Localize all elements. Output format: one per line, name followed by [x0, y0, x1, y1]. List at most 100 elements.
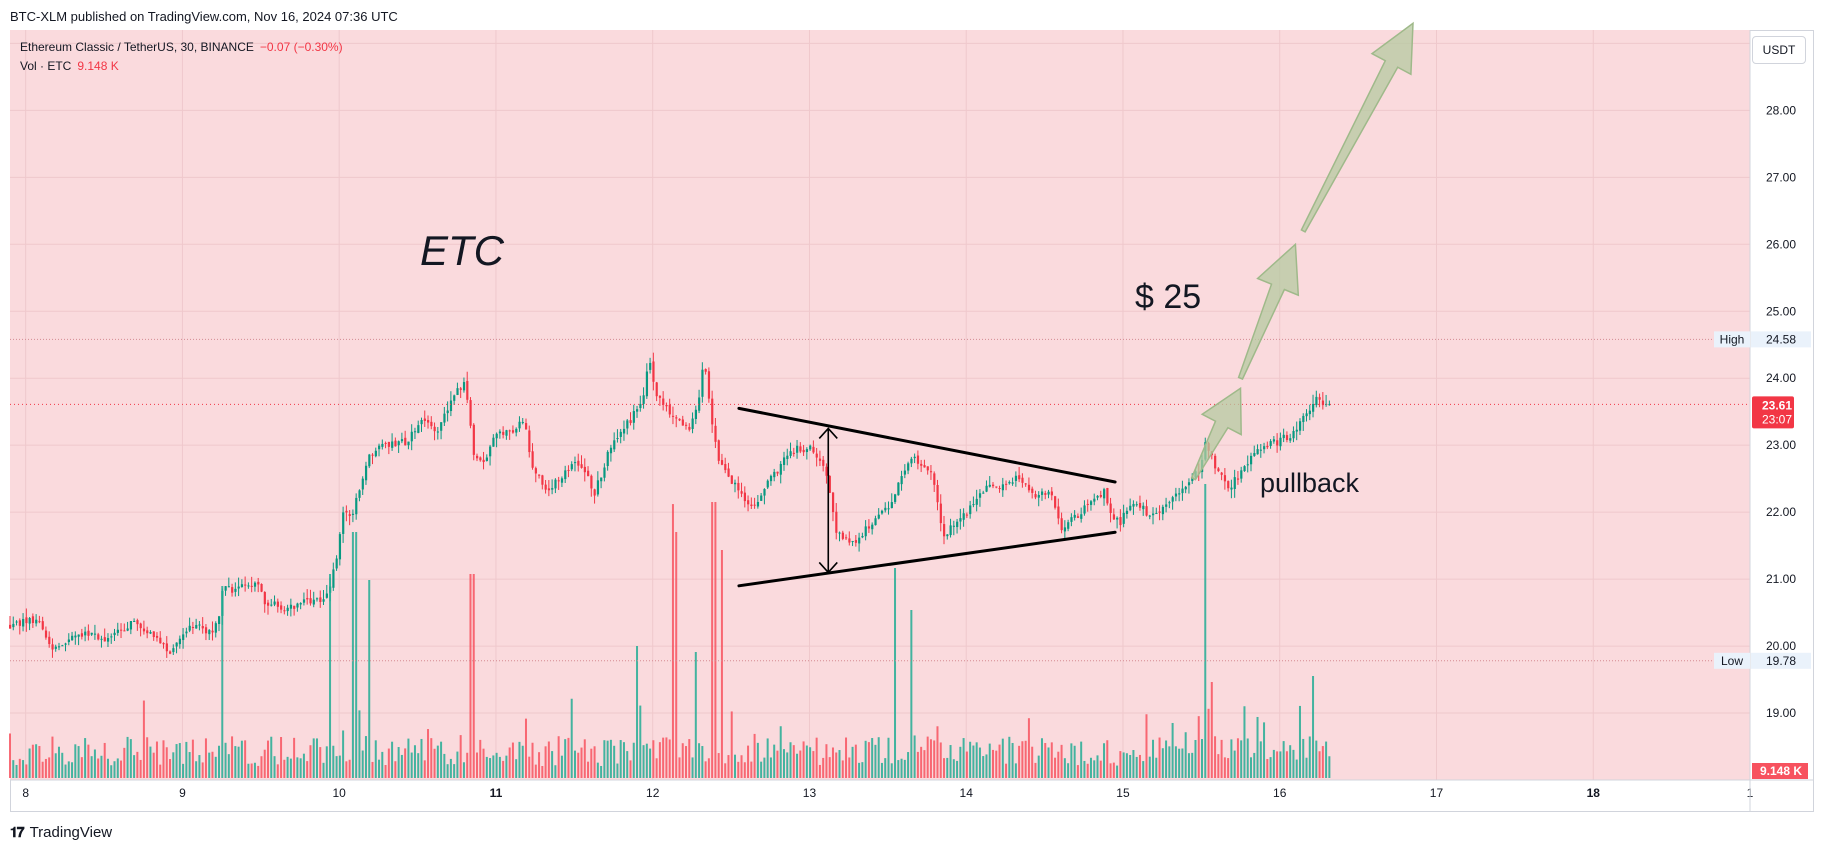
volume-bar [384, 764, 387, 778]
volume-bar [1076, 765, 1079, 778]
volume-bar [671, 504, 674, 778]
candle-body [35, 619, 38, 624]
candle-body [61, 645, 64, 647]
volume-bar [198, 755, 201, 778]
volume-bar [495, 752, 498, 778]
candle-body [1171, 497, 1174, 502]
volume-bar [420, 738, 423, 778]
volume-legend[interactable]: Vol · ETC 9.148 K [20, 59, 119, 73]
candle-body [204, 627, 208, 634]
candle-body [760, 495, 763, 501]
volume-bar [750, 761, 753, 778]
candle-body [570, 464, 573, 470]
candle-body [1024, 483, 1027, 485]
candle-body [956, 521, 959, 528]
volume-bar [1086, 763, 1089, 778]
candle-body [789, 451, 792, 456]
volume-bar [841, 760, 844, 778]
volume-bar [913, 735, 916, 778]
volume-bar [606, 740, 609, 778]
volume-bar [1132, 750, 1135, 778]
candle-body [632, 411, 635, 423]
volume-bar [508, 747, 511, 778]
volume-bar [1138, 754, 1141, 778]
volume-bar [1220, 739, 1223, 778]
candle-body [1246, 464, 1249, 466]
volume-bar [874, 744, 877, 778]
candle-body [828, 475, 831, 493]
volume-bar [133, 755, 136, 778]
volume-bar [577, 752, 580, 778]
symbol-legend[interactable]: Ethereum Classic / TetherUS, 30, BINANCE… [20, 40, 343, 54]
candle-body [57, 646, 61, 648]
volume-bar [165, 747, 168, 778]
volume-bar [191, 739, 194, 778]
price-tick-label: 24.00 [1766, 371, 1796, 385]
candle-body [129, 621, 133, 630]
volume-bar [502, 760, 505, 778]
volume-bar [433, 748, 436, 778]
target-annotation: $ 25 [1135, 278, 1201, 316]
candle-body [31, 616, 35, 623]
volume-bar [1328, 756, 1331, 778]
candle-body [547, 488, 551, 491]
volume-bar [688, 739, 691, 778]
candle-body [404, 437, 407, 446]
volume-bar [920, 746, 923, 778]
candle-body [1109, 503, 1112, 514]
volume-bar [77, 746, 80, 778]
candle-body [534, 468, 537, 474]
volume-bar [368, 580, 371, 778]
candle-body [116, 629, 119, 633]
candle-body [662, 398, 665, 405]
candle-body [779, 463, 782, 475]
candle-body [1067, 522, 1070, 529]
volume-bar [1145, 714, 1148, 778]
footer-brand[interactable]: 𝟏𝟕 TradingView [10, 824, 112, 841]
candle-body [289, 604, 293, 609]
candle-body [1289, 438, 1292, 441]
volume-bar [1289, 745, 1292, 778]
volume-bar [28, 748, 31, 778]
currency-button[interactable]: USDT [1752, 36, 1806, 64]
volume-bar [639, 705, 642, 778]
candle-body [1057, 506, 1060, 519]
candle-body [479, 457, 482, 461]
volume-bar [364, 736, 367, 778]
volume-bar [351, 532, 354, 778]
candle-body [162, 643, 165, 645]
candle-body [1060, 518, 1063, 531]
candle-body [436, 431, 440, 433]
candle-body [596, 480, 600, 495]
volume-bar [789, 742, 792, 778]
volume-bars [9, 484, 1331, 778]
volume-bar [204, 738, 207, 778]
time-tick-label: 18 [1587, 786, 1601, 800]
volume-bar [1161, 748, 1164, 778]
candle-body [358, 490, 361, 498]
volume-bar [1125, 753, 1128, 778]
volume-bar [1005, 763, 1008, 778]
volume-bar [1269, 757, 1272, 778]
candle-body [456, 388, 459, 395]
candle-body [263, 592, 266, 605]
candle-body [913, 456, 916, 459]
candle-body [492, 437, 495, 447]
candle-body [218, 616, 221, 624]
candle-body [730, 475, 733, 484]
candle-body [978, 493, 982, 498]
candle-body [1263, 446, 1266, 450]
volume-bar [926, 736, 929, 778]
candle-body [270, 604, 273, 606]
high-label: High [1720, 332, 1745, 346]
volume-bar [289, 758, 292, 778]
candle-body [923, 465, 926, 468]
volume-bar [126, 736, 129, 778]
volume-bar [335, 756, 338, 778]
volume-bar [25, 764, 28, 778]
candle-body [257, 581, 260, 585]
candle-body [71, 635, 74, 641]
time-tick-label: 14 [960, 786, 974, 800]
candle-body [769, 475, 773, 482]
